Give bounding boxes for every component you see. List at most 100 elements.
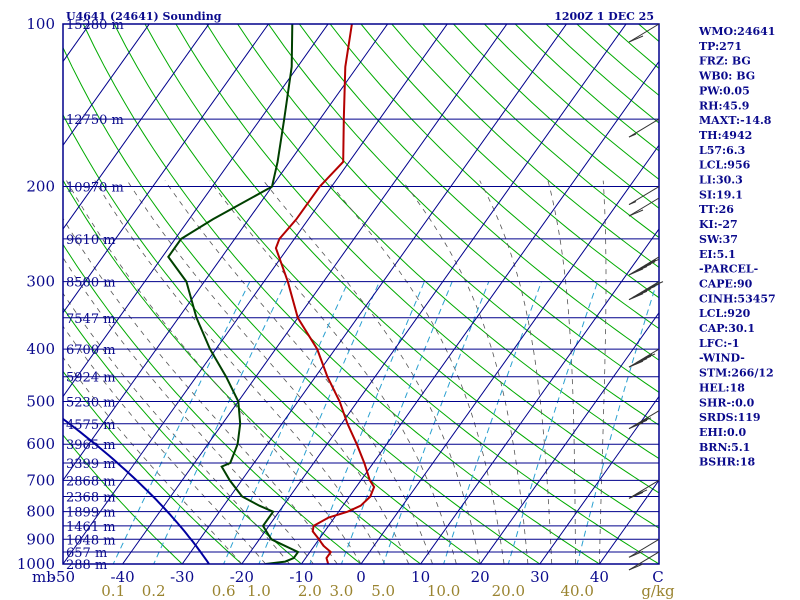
index-value: BRN:5.1 [699,441,750,454]
index-value: MAXT:-14.8 [699,114,772,127]
barb-half-flag [644,354,653,358]
height-label: 7547 m [66,312,116,327]
moist-adiabat [66,180,362,564]
barb-flag [636,263,652,271]
isotherm [63,24,150,147]
isotherm [360,144,659,564]
height-label: 8500 m [66,276,116,291]
barb-flag [640,261,656,269]
mixing-ratio-tick-label: 2.0 [298,582,322,600]
moist-adiabat [126,180,410,564]
temperature-tick-label: -10 [289,568,313,586]
barb-half-flag [648,259,657,264]
height-label: 2868 m [66,474,116,489]
index-value: SRDS:119 [699,411,761,424]
height-label: 1461 m [66,520,116,535]
barb-flag [632,358,648,366]
isotherm [539,395,659,564]
index-value: TH:4942 [699,129,752,142]
grid-lines [63,24,659,564]
mixing-ratio-line [309,281,425,564]
dry-adiabat [63,434,183,564]
wind-barb [628,197,660,217]
height-label: 1899 m [66,506,116,521]
barb-flag [628,360,644,368]
barb-staff [628,551,660,571]
height-label: 4575 m [66,418,116,433]
isotherm [300,60,659,564]
isotherm [121,24,508,564]
moist-adiabat [164,180,433,564]
pressure-tick-label: 900 [26,530,55,548]
index-value: WMO:24641 [698,25,775,38]
height-label: 3399 m [66,457,116,472]
mixing-ratio-line [576,281,658,564]
mixing-ratio-tick-label: 0.2 [142,582,166,600]
mixing-ratio-tick-label: 0.6 [212,582,236,600]
mixing-ratio-line [443,281,542,564]
mixing-ratio-line [153,281,287,564]
isotherm [241,24,627,564]
dry-adiabat [63,243,362,564]
barb-staff [628,538,660,558]
height-label: 2368 m [66,491,116,506]
index-value: SHR-:0.0 [699,396,755,409]
barb-flag [640,353,656,361]
chart-title-right: 1200Z 1 DEC 25 [554,10,654,23]
barb-flag [632,489,648,497]
pressure-tick-label: 100 [26,15,55,33]
pressure-tick-label: 500 [26,392,55,410]
index-value: PW:0.05 [699,84,750,97]
wind-barb [628,281,664,301]
height-label: 15280 m [66,18,124,33]
moist-adiabat [401,180,529,564]
index-value: BSHR:18 [699,456,755,469]
index-value: SI:19.1 [699,188,743,201]
height-label: 9610 m [66,233,116,248]
pressure-tick-label: 400 [26,340,55,358]
mixing-ratio-tick-label: 40.0 [561,582,594,600]
index-value: LI:30.3 [699,174,743,187]
barb-flag [636,355,652,363]
mixing-ratio-line [382,281,490,564]
height-label: 657 m [66,546,107,561]
isotherm [63,24,329,398]
barb-flag [628,563,644,571]
barb-staff [628,186,660,205]
index-value: RH:45.9 [699,99,749,112]
mixing-ratio-tick-label: 5.0 [371,582,395,600]
height-label: 1048 m [66,533,116,548]
barb-flag [648,281,664,289]
index-value: HEL:18 [699,381,745,394]
temperature-tick-label: -20 [230,568,254,586]
index-value: EHI:0.0 [699,426,746,439]
mixing-ratio-unit-label: g/kg [641,582,675,600]
wind-barbs [628,23,664,571]
height-label: 3965 m [66,438,116,453]
temperature-tick-label: 10 [411,568,430,586]
mixing-ratio-line [258,281,380,564]
temperature-trace [274,24,376,564]
pressure-tick-label: 800 [26,503,55,521]
barb-staff [628,118,660,138]
pressure-tick-label: 200 [26,178,55,196]
temperature-tick-label: 0 [356,568,366,586]
mixing-ratio-tick-label: 1.0 [247,582,271,600]
index-value: TT:26 [699,203,734,216]
barb-flag [644,283,660,291]
sounding-traces [63,24,376,564]
moist-adiabat [94,180,386,564]
height-label: 288 m [66,558,107,573]
index-value: CAP:30.1 [699,322,755,335]
barb-staff [628,197,660,217]
index-value: -WIND- [699,352,745,365]
index-value: LCL:956 [699,159,751,172]
pressure-tick-label: 600 [26,435,55,453]
barb-flag [628,491,644,499]
mixing-ratio-line [112,281,251,564]
dewpoint-trace [167,24,300,564]
moist-adiabat [479,180,553,564]
height-label: 5924 m [66,371,116,386]
barb-flag [628,268,644,276]
